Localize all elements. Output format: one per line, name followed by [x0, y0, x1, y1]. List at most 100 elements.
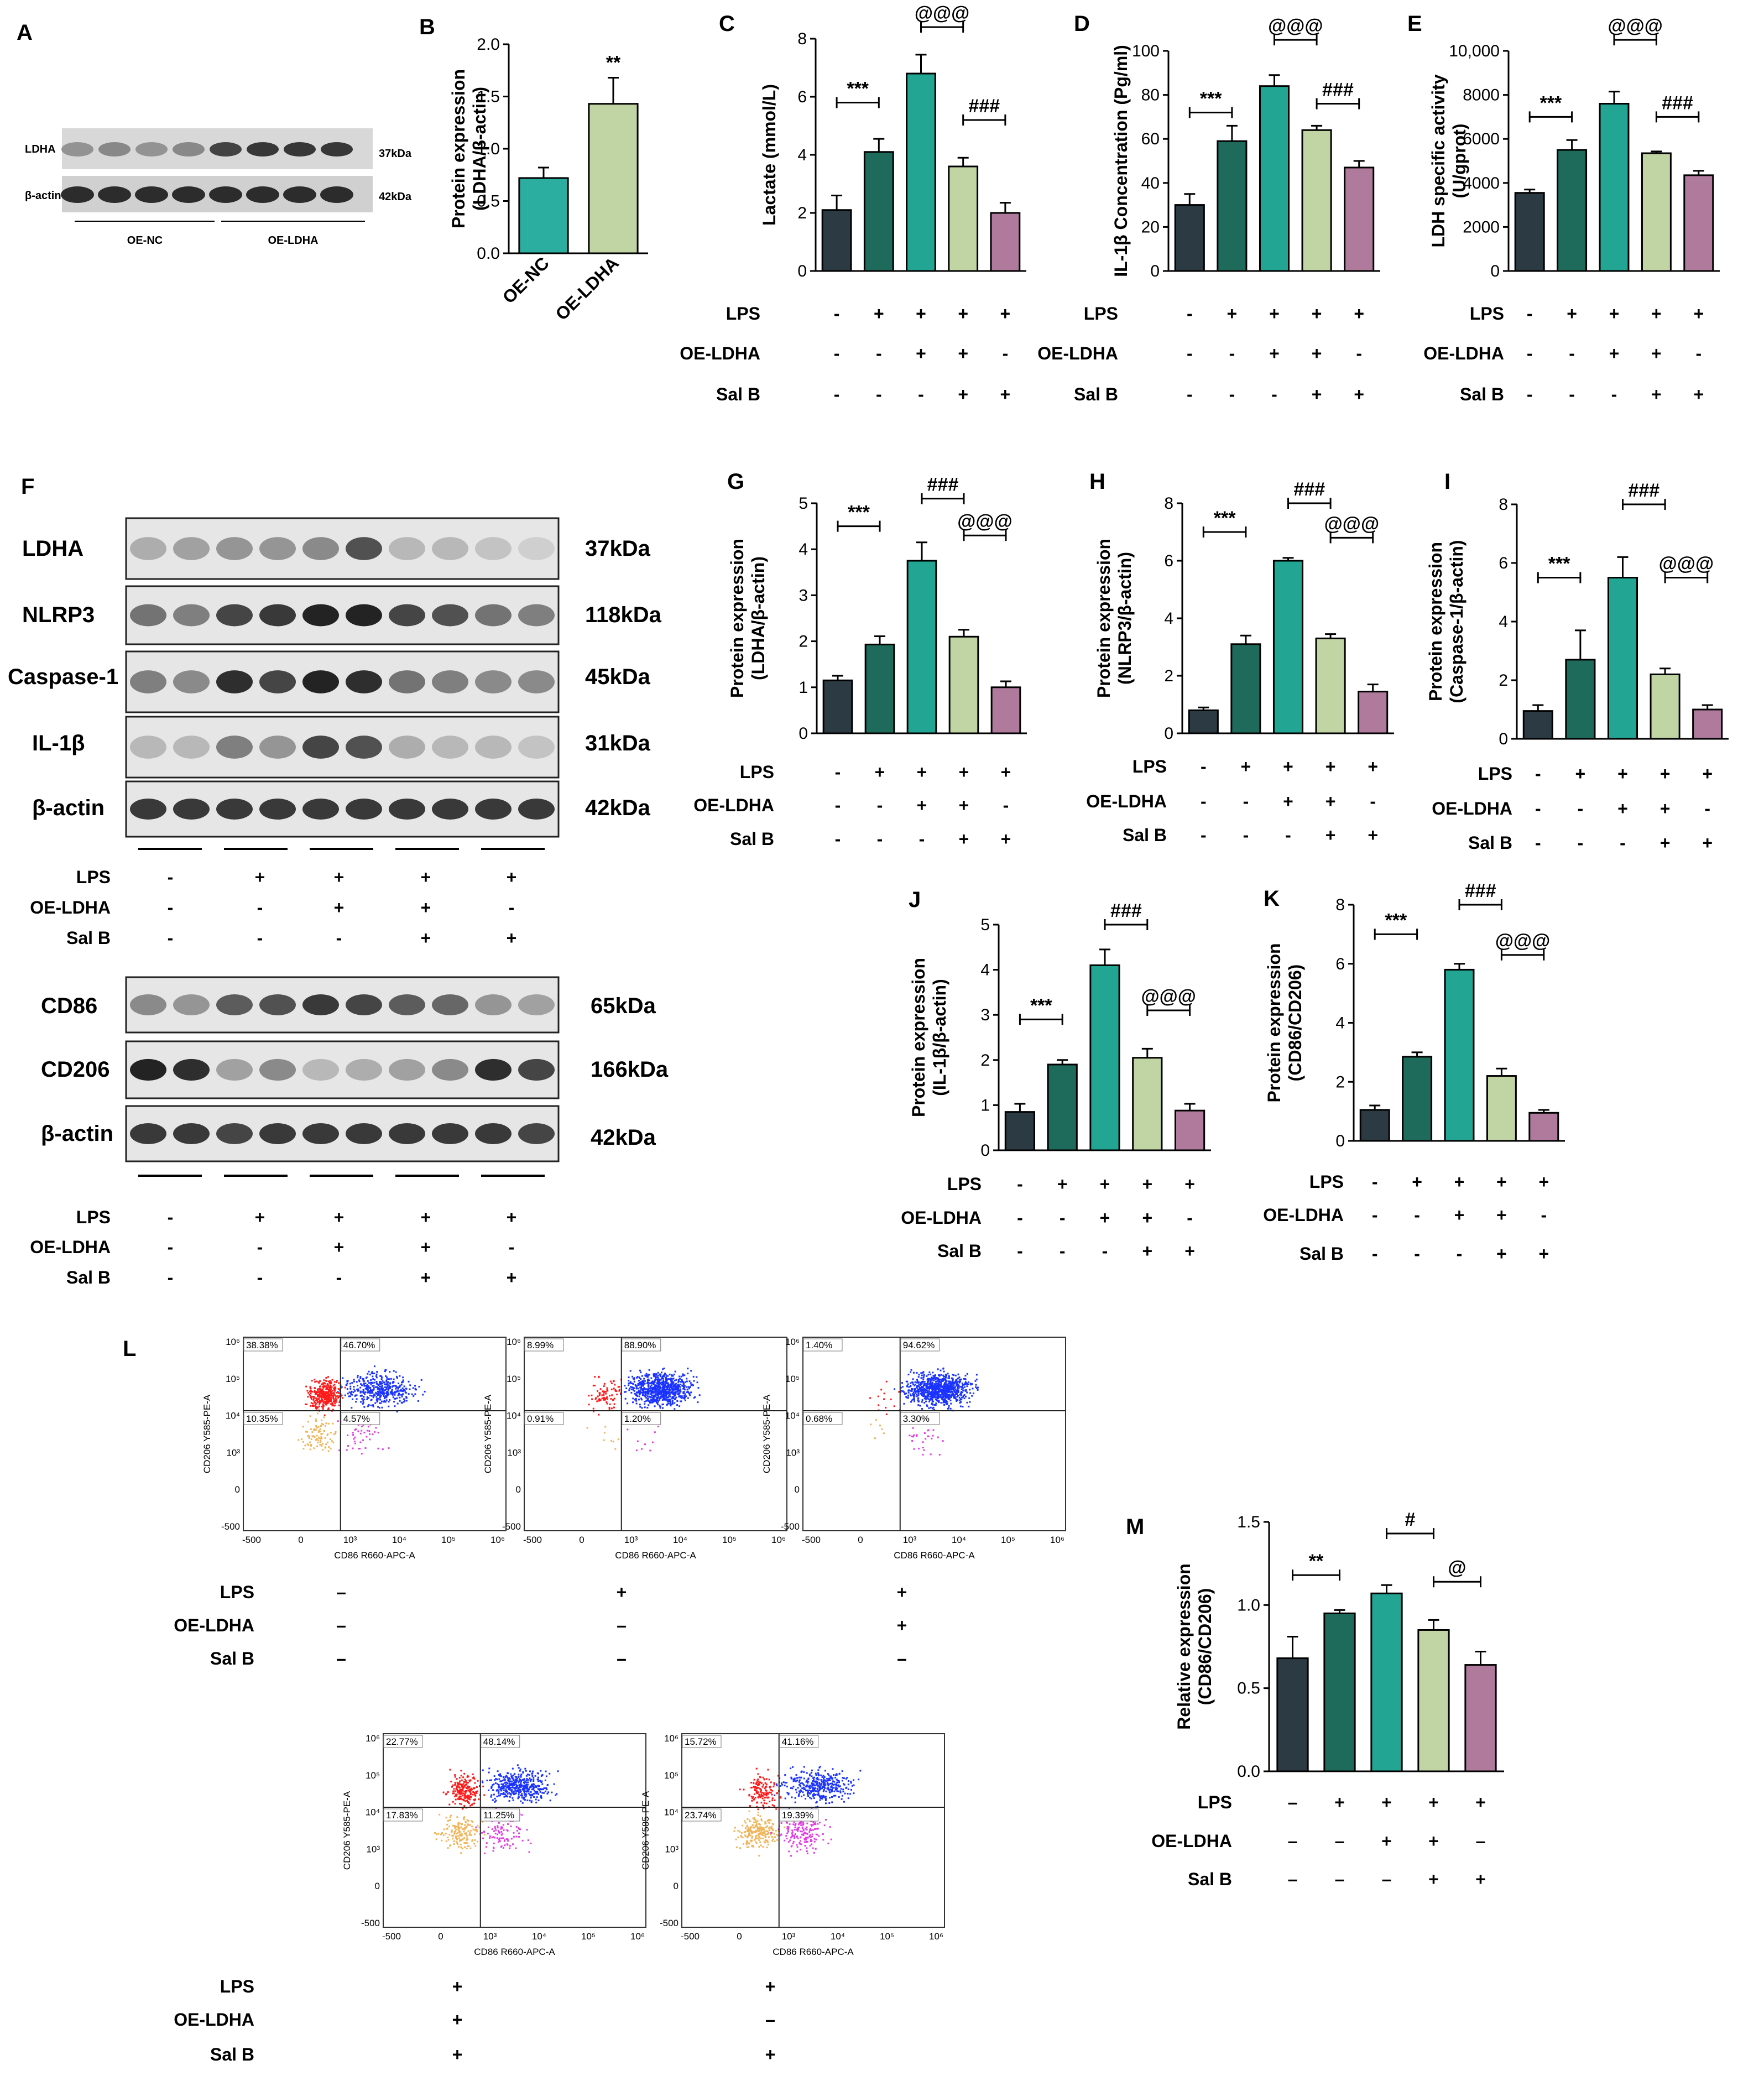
- flow-event: [301, 1438, 303, 1440]
- flow-event: [604, 1397, 606, 1400]
- flow-event: [316, 1445, 319, 1447]
- flow-event: [497, 1770, 499, 1772]
- flow-event: [335, 1397, 337, 1399]
- flow-event: [504, 1844, 506, 1847]
- flow-event: [667, 1375, 669, 1377]
- flow-event: [756, 1801, 759, 1803]
- flow-event: [350, 1393, 352, 1395]
- flow-event: [652, 1382, 654, 1384]
- flow-event: [328, 1399, 330, 1401]
- flow-event: [456, 1842, 458, 1844]
- flow-event: [367, 1426, 369, 1428]
- flow-event: [932, 1378, 935, 1380]
- flow-event: [500, 1834, 503, 1836]
- flow-event: [638, 1399, 640, 1401]
- flow-event: [935, 1377, 937, 1379]
- flow-event: [523, 1787, 525, 1790]
- flow-event: [662, 1392, 665, 1395]
- treatment-sign: +: [1609, 343, 1620, 363]
- flow-event: [379, 1380, 381, 1383]
- flow-event: [671, 1400, 674, 1402]
- flow-event: [473, 1800, 476, 1802]
- flow-event: [515, 1847, 517, 1849]
- flow-event: [358, 1380, 361, 1383]
- flow-event: [333, 1393, 335, 1395]
- flow-event: [969, 1401, 971, 1403]
- flow-event: [318, 1395, 320, 1397]
- y-axis-label-line: (U/gprot): [1449, 123, 1469, 198]
- flow-event: [910, 1385, 912, 1388]
- flow-event: [459, 1780, 461, 1782]
- flow-event: [382, 1391, 384, 1394]
- flow-event: [930, 1381, 932, 1383]
- flow-event: [648, 1395, 650, 1397]
- flow-event: [328, 1446, 330, 1448]
- flow-event: [907, 1390, 910, 1392]
- blot-band: [432, 736, 468, 759]
- flow-event: [958, 1380, 961, 1383]
- flow-event: [801, 1787, 803, 1790]
- flow-event: [463, 1816, 466, 1818]
- treatment-sign: +: [1651, 304, 1662, 324]
- y-axis-label: Protein expression(Caspase-1/β-actin): [1426, 540, 1466, 703]
- flow-event: [624, 1385, 626, 1387]
- flow-event: [456, 1790, 458, 1792]
- significance-mark: ###: [1293, 479, 1325, 500]
- flow-event: [449, 1769, 451, 1771]
- flow-event: [458, 1790, 460, 1792]
- flow-event: [940, 1395, 942, 1397]
- flow-event: [309, 1386, 311, 1389]
- flow-event: [942, 1390, 944, 1392]
- flow-event: [943, 1399, 945, 1401]
- bar: [1188, 709, 1219, 734]
- flow-event: [654, 1394, 656, 1396]
- flow-event: [624, 1397, 627, 1400]
- treatment-sign: +: [958, 304, 968, 324]
- flow-event: [510, 1791, 513, 1793]
- y-tick-label: 4: [980, 961, 990, 979]
- flow-event: [753, 1786, 755, 1788]
- flow-event: [502, 1783, 504, 1786]
- flow-event: [314, 1379, 316, 1381]
- flow-event: [640, 1378, 642, 1380]
- flow-event: [466, 1776, 468, 1778]
- flow-event: [321, 1392, 323, 1394]
- flow-event: [608, 1408, 610, 1410]
- treatment-sign: -: [1243, 791, 1249, 811]
- flow-event: [636, 1440, 639, 1442]
- flow-event: [489, 1779, 491, 1781]
- y-axis-label-line: Relative expression: [1174, 1563, 1194, 1730]
- flow-event: [948, 1375, 950, 1378]
- flow-event: [917, 1385, 920, 1387]
- flow-event: [672, 1392, 675, 1395]
- flow-event: [502, 1780, 504, 1782]
- y-tick-label: 0: [1490, 262, 1500, 280]
- y-tick-label: 20: [1141, 218, 1160, 236]
- flow-event: [385, 1386, 388, 1389]
- flow-event: [363, 1384, 365, 1386]
- flow-event: [646, 1392, 649, 1395]
- flow-event: [956, 1391, 958, 1393]
- flow-event: [806, 1772, 808, 1774]
- flow-event: [674, 1395, 676, 1397]
- flow-event: [966, 1385, 968, 1388]
- flow-event: [307, 1444, 310, 1446]
- flow-event: [322, 1404, 324, 1406]
- flow-event: [387, 1385, 389, 1388]
- flow-event: [368, 1382, 370, 1384]
- flow-event: [362, 1391, 364, 1394]
- flow-event: [917, 1389, 920, 1391]
- flow-event: [645, 1392, 648, 1394]
- flow-event: [445, 1840, 447, 1843]
- flow-event: [935, 1391, 937, 1393]
- flow-event: [542, 1788, 544, 1791]
- flow-event: [588, 1395, 590, 1397]
- flow-event: [828, 1779, 831, 1781]
- flow-event: [912, 1383, 915, 1385]
- flow-event: [655, 1375, 657, 1378]
- flow-event: [526, 1790, 529, 1792]
- flow-event: [676, 1389, 678, 1391]
- flow-event: [941, 1391, 943, 1393]
- flow-event: [451, 1829, 453, 1832]
- flow-event: [498, 1841, 500, 1843]
